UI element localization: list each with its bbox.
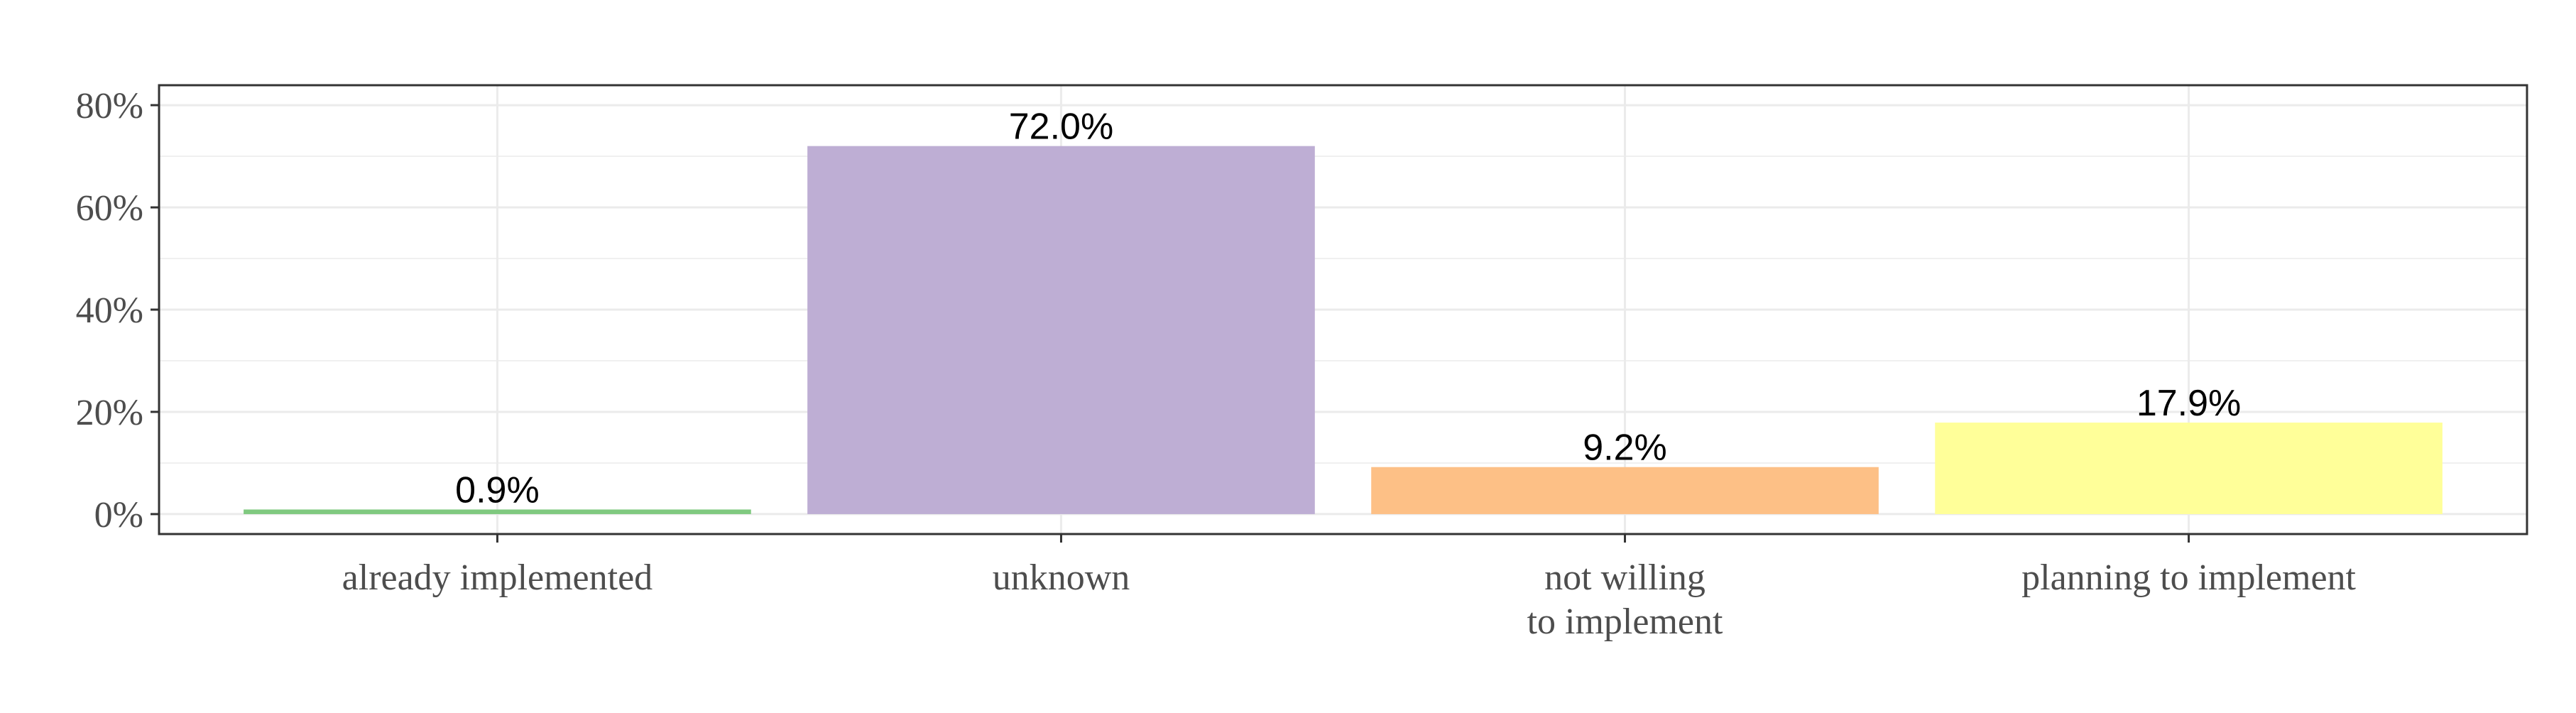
x-tick-label: already implemented (342, 557, 653, 598)
y-tick-label: 60% (76, 188, 143, 229)
bar (807, 146, 1315, 514)
data-label: 17.9% (2136, 383, 2241, 424)
bar (1371, 467, 1879, 514)
x-tick-label: planning to implement (2021, 557, 2356, 598)
y-tick-label: 0% (94, 495, 143, 535)
data-label: 72.0% (1009, 107, 1113, 148)
y-tick-label: 40% (76, 290, 143, 331)
data-label: 9.2% (1583, 428, 1667, 469)
panel-border (158, 84, 2528, 535)
data-label: 0.9% (455, 469, 540, 511)
bar (1935, 423, 2443, 514)
y-tick-label: 20% (76, 393, 143, 433)
bar (244, 509, 751, 514)
x-tick-label: unknown (993, 557, 1130, 598)
x-tick-label: not willing to implement (1527, 557, 1723, 642)
y-tick-label: 80% (76, 86, 143, 126)
